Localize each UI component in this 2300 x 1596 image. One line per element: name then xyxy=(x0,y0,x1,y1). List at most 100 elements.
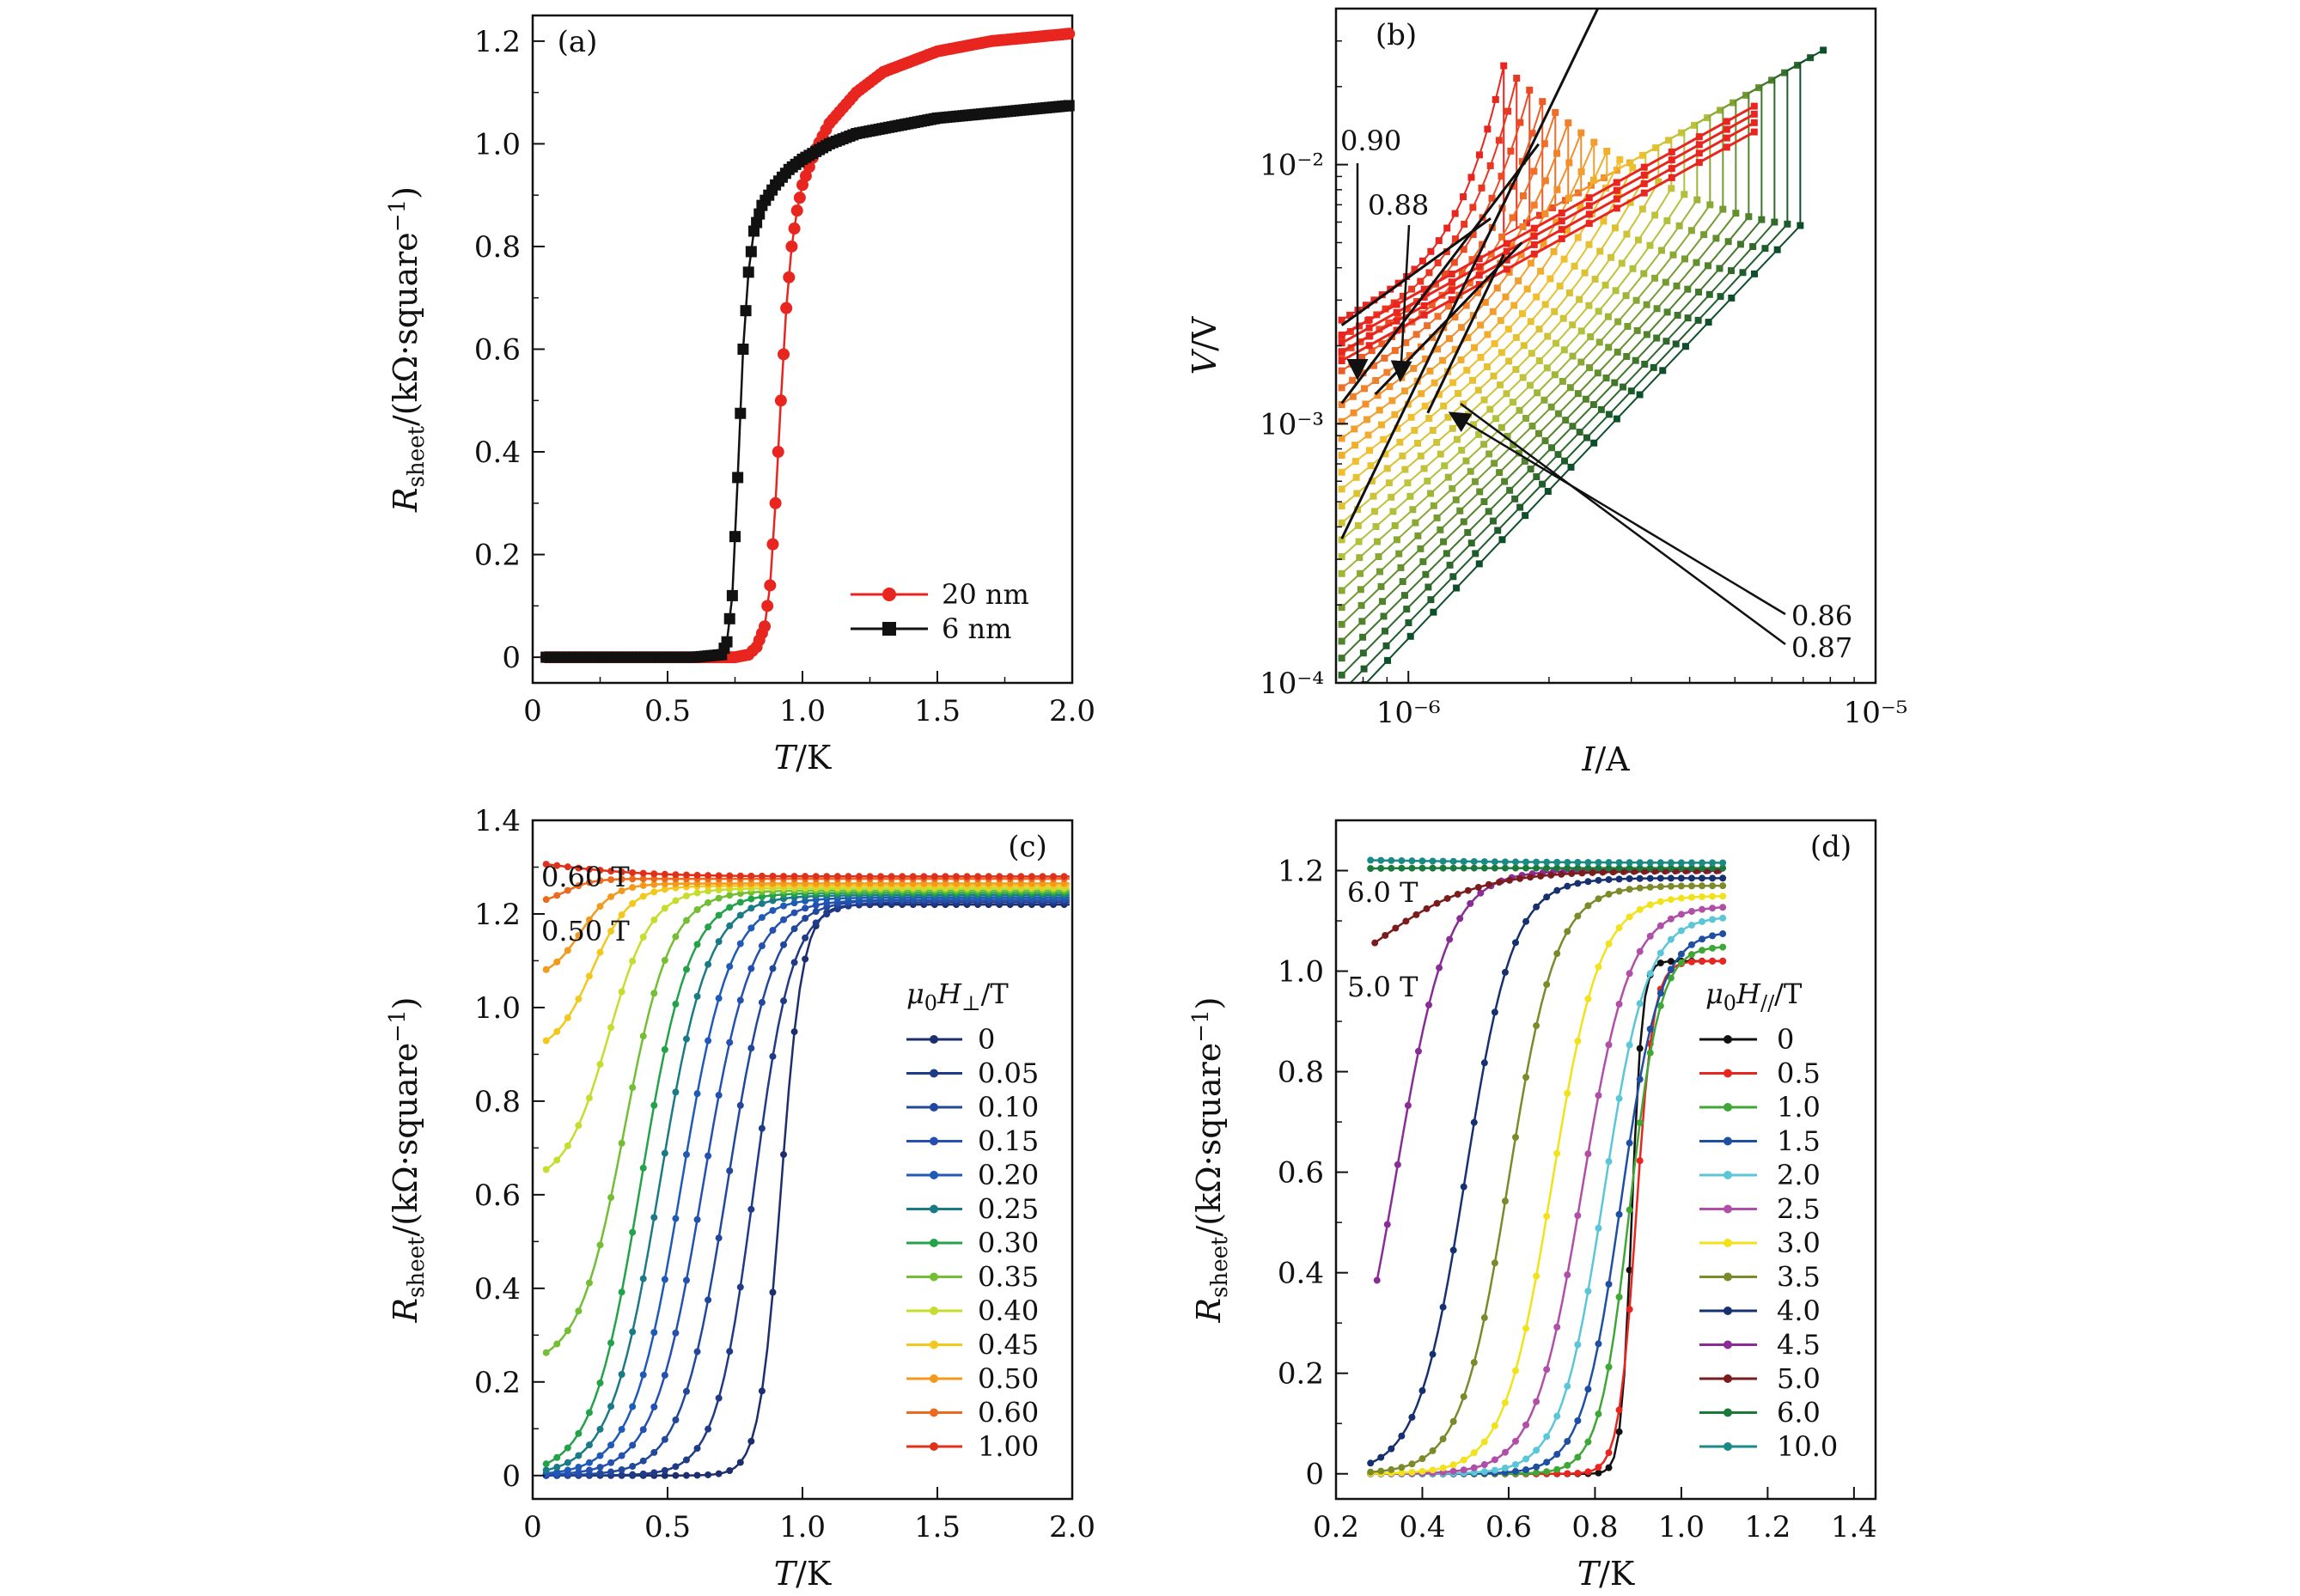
data-point xyxy=(1470,1359,1478,1367)
data-point xyxy=(1372,522,1380,530)
data-point xyxy=(1656,1002,1664,1009)
data-point xyxy=(596,903,604,911)
data-point xyxy=(1418,1467,1426,1475)
data-point xyxy=(736,1283,744,1291)
data-point xyxy=(564,863,571,871)
data-point xyxy=(1797,222,1804,229)
x-tick-label: 10⁻⁶ xyxy=(1376,696,1441,730)
legend-label: 0 xyxy=(978,1023,995,1056)
data-point xyxy=(1618,259,1626,267)
data-point xyxy=(596,1470,604,1477)
data-point xyxy=(1543,1212,1551,1220)
data-point xyxy=(1540,240,1547,247)
data-point xyxy=(1338,553,1345,561)
data-point xyxy=(1503,265,1510,273)
data-point xyxy=(1535,356,1543,364)
panel-b: 10⁻⁶ 10⁻⁵ 10⁻⁴ 10⁻³ 10⁻² (b) I/A V/V 0.90 0.88 0.8… xyxy=(1186,7,1907,778)
legend-label: 0.05 xyxy=(978,1057,1039,1090)
data-point xyxy=(1460,400,1467,408)
curves xyxy=(542,861,1070,1479)
fit-line xyxy=(1340,217,1492,326)
data-point xyxy=(1360,665,1368,673)
data-point xyxy=(1653,334,1661,342)
data-point xyxy=(1656,874,1664,882)
data-point xyxy=(1017,873,1025,880)
data-point xyxy=(1451,235,1459,243)
data-point xyxy=(1338,604,1345,612)
data-point xyxy=(1371,508,1379,515)
data-point xyxy=(1667,915,1675,923)
data-point xyxy=(1475,281,1483,289)
data-point xyxy=(661,956,668,964)
data-point xyxy=(1667,874,1675,882)
data-point xyxy=(1362,302,1370,309)
data-point xyxy=(1377,582,1385,590)
data-point xyxy=(726,872,734,880)
data-point xyxy=(1709,957,1717,965)
data-point xyxy=(650,990,658,997)
data-point xyxy=(1379,598,1387,606)
data-point xyxy=(747,924,755,932)
data-point xyxy=(553,1156,561,1164)
data-point xyxy=(693,889,701,897)
data-point xyxy=(1750,119,1758,126)
data-point xyxy=(1687,227,1695,235)
x-tick-label: 1.0 xyxy=(779,694,826,728)
data-point xyxy=(1614,318,1622,326)
data-point xyxy=(1585,302,1593,309)
data-point xyxy=(1543,1468,1551,1476)
data-point xyxy=(1372,376,1380,384)
data-point xyxy=(693,880,701,887)
data-point xyxy=(1434,313,1442,320)
data-point xyxy=(1656,898,1664,905)
data-point xyxy=(553,1340,561,1348)
data-point xyxy=(607,928,615,935)
data-point xyxy=(1699,905,1706,913)
data-point xyxy=(1699,874,1706,882)
data-point xyxy=(575,1452,583,1459)
data-point xyxy=(1530,232,1538,240)
data-point xyxy=(761,600,774,612)
data-point xyxy=(942,873,949,880)
data-point xyxy=(1675,222,1683,229)
data-point xyxy=(1534,389,1541,397)
data-point xyxy=(1699,917,1706,925)
data-point xyxy=(672,871,680,879)
data-point xyxy=(1585,241,1593,248)
data-point xyxy=(1537,267,1545,275)
y-tick-label: 1.2 xyxy=(474,25,521,59)
data-point xyxy=(802,915,809,923)
data-point xyxy=(812,873,820,880)
data-point xyxy=(682,892,690,899)
y-tick-label: 0.8 xyxy=(1278,1056,1324,1090)
data-point xyxy=(790,1028,798,1036)
data-point xyxy=(1511,1437,1519,1445)
data-point xyxy=(802,934,809,941)
data-point xyxy=(1039,873,1046,880)
data-point xyxy=(1414,1047,1422,1055)
data-point xyxy=(1398,856,1406,864)
data-point xyxy=(1511,495,1519,503)
data-point xyxy=(780,941,788,948)
data-point xyxy=(1449,1461,1457,1469)
data-point xyxy=(1695,288,1703,295)
data-point xyxy=(1709,892,1717,900)
data-point xyxy=(1412,911,1420,918)
data-point xyxy=(1522,864,1530,872)
legend-marker xyxy=(882,622,896,636)
legend-label: 5.0 xyxy=(1777,1362,1821,1395)
data-point xyxy=(1590,138,1598,146)
data-point xyxy=(1584,1438,1592,1446)
fit-line xyxy=(1340,9,1600,539)
data-point xyxy=(575,1429,583,1437)
data-point xyxy=(1382,627,1389,635)
legend-label: 0.50 xyxy=(978,1362,1039,1395)
data-point xyxy=(996,873,1004,880)
data-point xyxy=(1611,379,1619,387)
data-point xyxy=(1453,436,1461,443)
data-point xyxy=(1421,402,1429,410)
data-point xyxy=(585,879,593,886)
data-point xyxy=(1541,301,1549,308)
data-point xyxy=(1404,479,1412,487)
data-point xyxy=(1356,554,1364,562)
